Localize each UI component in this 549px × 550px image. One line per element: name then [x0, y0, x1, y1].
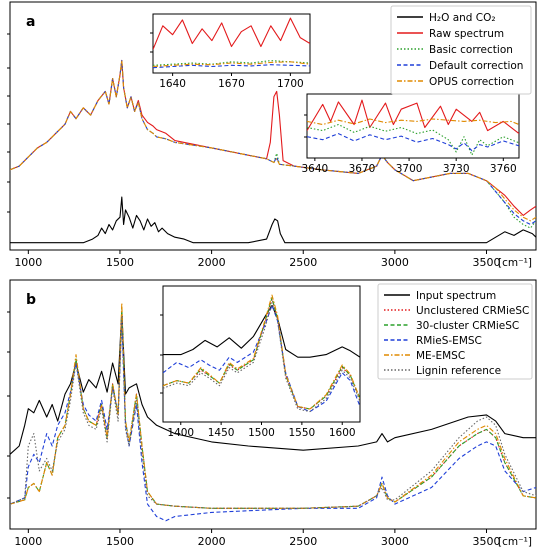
panel-b-series-lignin-reference [10, 316, 536, 509]
legend-label-unclustered-crmiesc: Unclustered CRMieSC [416, 305, 529, 317]
panel-b-inset-1-frame [162, 285, 361, 423]
inset-x-tick-label: 3760 [490, 163, 517, 175]
panel-b-x-unit: [cm⁻¹] [498, 536, 532, 548]
panel-b-inset-1-series-me-emsc [163, 294, 360, 410]
inset-x-tick-label: 3730 [443, 163, 470, 175]
panel-a-inset-1: 1640 1670 1700 [150, 13, 311, 90]
panel-a-inset-1-series-default-correction [153, 64, 310, 69]
panel-b-x-tick-label: 2000 [198, 535, 226, 548]
legend-label-h-o-and-co: H₂O and CO₂ [429, 12, 496, 24]
panel-b-inset-1-series-lignin-reference [163, 302, 360, 413]
panel-a-x-tick-label: 1000 [14, 256, 42, 269]
panel-a-inset-2-frame [306, 93, 520, 159]
legend-box [390, 5, 532, 95]
panel-b-series-rmies-emsc [10, 320, 536, 522]
legend-label-opus-correction: OPUS correction [429, 76, 514, 88]
panel-b-inset-1-series-30-cluster-crmiesc [163, 297, 360, 410]
legend-label-rmies-emsc: RMieS-EMSC [416, 335, 482, 347]
inset-x-tick-label: 1550 [289, 427, 316, 439]
inset-x-tick-label: 1400 [167, 427, 194, 439]
panel-a-inset-2-series-opus-correction [307, 118, 519, 126]
panel-a-legend: H₂O and CO₂ Raw spectrum Basic correction D… [390, 5, 532, 95]
panel-a-inset-1-series-raw-spectrum [153, 17, 310, 50]
legend-box [377, 283, 533, 380]
legend-label-lignin-reference: Lignin reference [416, 365, 501, 377]
panel-b-legend: Input spectrum Unclustered CRMieSC 30-clus… [377, 283, 533, 380]
panel-a-x-tick-label: 2000 [198, 256, 226, 269]
inset-x-tick-label: 1640 [159, 78, 186, 90]
panel-a-x-tick-label: 1500 [106, 256, 134, 269]
inset-x-tick-label: 1500 [248, 427, 275, 439]
panel-b-x-tick-label: 1000 [14, 535, 42, 548]
inset-x-tick-label: 1450 [208, 427, 235, 439]
panel-a-series-opus-correction [10, 59, 536, 222]
legend-label-raw-spectrum: Raw spectrum [429, 28, 504, 40]
inset-x-tick-label: 1700 [277, 78, 304, 90]
inset-x-tick-label: 1670 [218, 78, 245, 90]
panel-a-x-unit: [cm⁻¹] [498, 257, 532, 269]
inset-x-tick-label: 3670 [349, 163, 376, 175]
legend-label-default-correction: Default correction [429, 60, 523, 72]
legend-label-input-spectrum: Input spectrum [416, 290, 496, 302]
legend-label-me-emsc: ME-EMSC [416, 350, 465, 362]
panel-a-x-tick-label: 2500 [289, 256, 317, 269]
legend-label-30-cluster-crmiesc: 30-cluster CRMieSC [416, 320, 519, 332]
inset-x-tick-label: 1600 [329, 427, 356, 439]
panel-b-x-tick-label: 2500 [289, 535, 317, 548]
panel-a-inset-1-frame [152, 13, 311, 74]
panel-a-inset-2-series-raw-spectrum [307, 99, 519, 135]
panel-b-x-tick-label: 3500 [473, 535, 501, 548]
panel-b-x-tick-label: 3000 [381, 535, 409, 548]
panel-b-x-tick-label: 1500 [106, 535, 134, 548]
panel-b-series-input-spectrum [10, 310, 536, 455]
panel-a-inset-2-series-default-correction [307, 133, 519, 152]
panel-b-series-me-emsc [10, 302, 536, 509]
panel-a-inset-2: 3640 3670 3700 3730 3760 [301, 93, 520, 175]
panel-a-series-h-o-and-co [10, 196, 536, 244]
panel-a-x-tick-label: 3500 [473, 256, 501, 269]
panel-a-x-tick-label: 3000 [381, 256, 409, 269]
inset-x-tick-label: 3640 [301, 163, 328, 175]
panel-b-inset-1: 1400 1450 1500 1550 1600 [160, 285, 361, 439]
inset-x-tick-label: 3700 [396, 163, 423, 175]
legend-label-basic-correction: Basic correction [429, 44, 513, 56]
panel-a-label: a [26, 14, 35, 30]
panel-b-label: b [26, 292, 36, 308]
